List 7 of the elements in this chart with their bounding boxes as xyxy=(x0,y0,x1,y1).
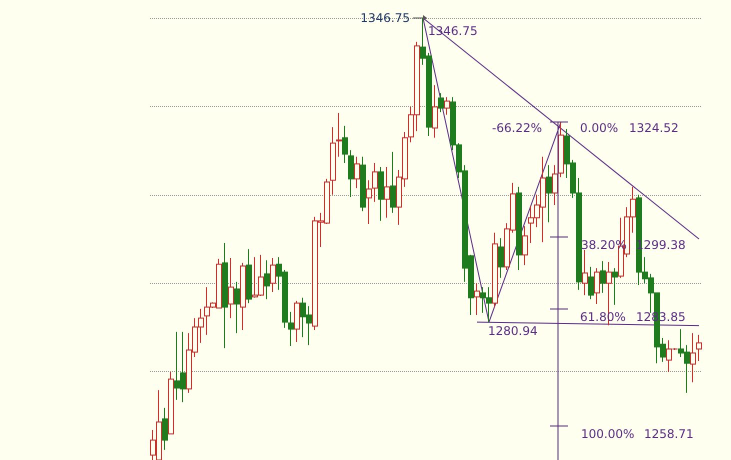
annotation: 1280.94 xyxy=(488,324,538,338)
annotation: 100.00% xyxy=(581,427,634,441)
annotation: 0.00% xyxy=(580,121,618,135)
annotation: 1324.52 xyxy=(629,121,679,135)
annotation: -66.22% xyxy=(492,121,542,135)
annotation: 1346.75 xyxy=(360,11,410,25)
annotation: 1258.71 xyxy=(644,427,694,441)
